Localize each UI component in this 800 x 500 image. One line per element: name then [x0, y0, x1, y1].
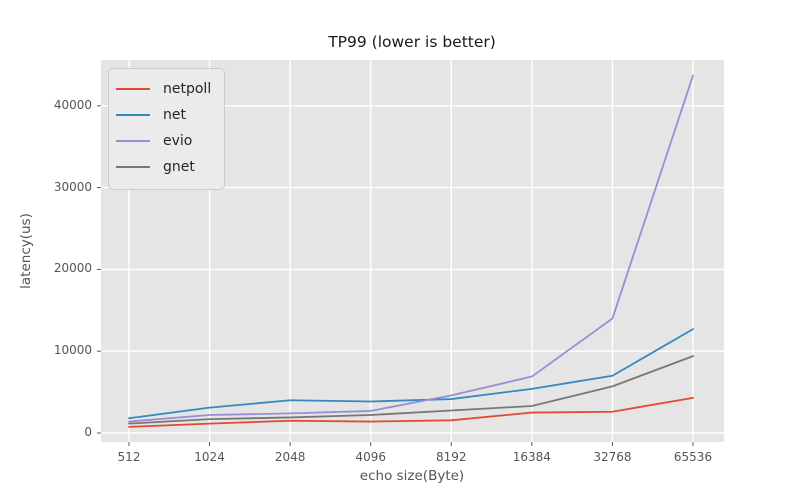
legend-line-swatch-gnet: [116, 166, 150, 168]
legend-line-swatch-netpoll: [116, 88, 150, 90]
legend-item-netpoll: netpoll: [109, 76, 224, 102]
y-tick-label: 20000: [53, 261, 92, 276]
series-line-gnet: [128, 355, 694, 425]
legend-label: gnet: [163, 159, 195, 175]
x-tick-label: 4096: [355, 450, 386, 464]
legend: netpoll net evio gnet: [108, 68, 225, 190]
legend-item-evio: evio: [109, 128, 224, 154]
chart-title: TP99 (lower is better): [328, 33, 496, 51]
x-tick-label: 8192: [436, 450, 467, 464]
y-tick-label: 30000: [53, 179, 92, 194]
legend-line-swatch-evio: [116, 140, 150, 142]
legend-line-swatch-net: [116, 114, 150, 116]
y-tick-label: 10000: [53, 343, 92, 358]
y-tick-label: 40000: [53, 97, 92, 112]
legend-item-gnet: gnet: [109, 154, 224, 180]
x-axis-label: echo size(Byte): [359, 468, 465, 484]
legend-label: netpoll: [163, 81, 212, 97]
series-line-net: [128, 328, 694, 420]
x-tick-label: 16384: [512, 450, 551, 464]
x-tick-label: 65536: [673, 450, 713, 464]
x-tick-label: 32768: [593, 450, 632, 464]
x-tick-label: 512: [117, 450, 141, 464]
legend-label: evio: [163, 133, 193, 149]
legend-label: net: [163, 107, 186, 123]
legend-item-net: net: [109, 102, 224, 128]
x-tick-label: 2048: [274, 450, 306, 464]
y-tick-label: 0: [84, 425, 92, 439]
series-line-netpoll: [128, 396, 694, 428]
series-line-evio: [128, 74, 694, 423]
x-tick-label: 1024: [194, 450, 225, 464]
plot-area: netpoll net evio gnet: [97, 60, 724, 446]
y-axis-label: latency(us): [18, 213, 34, 289]
